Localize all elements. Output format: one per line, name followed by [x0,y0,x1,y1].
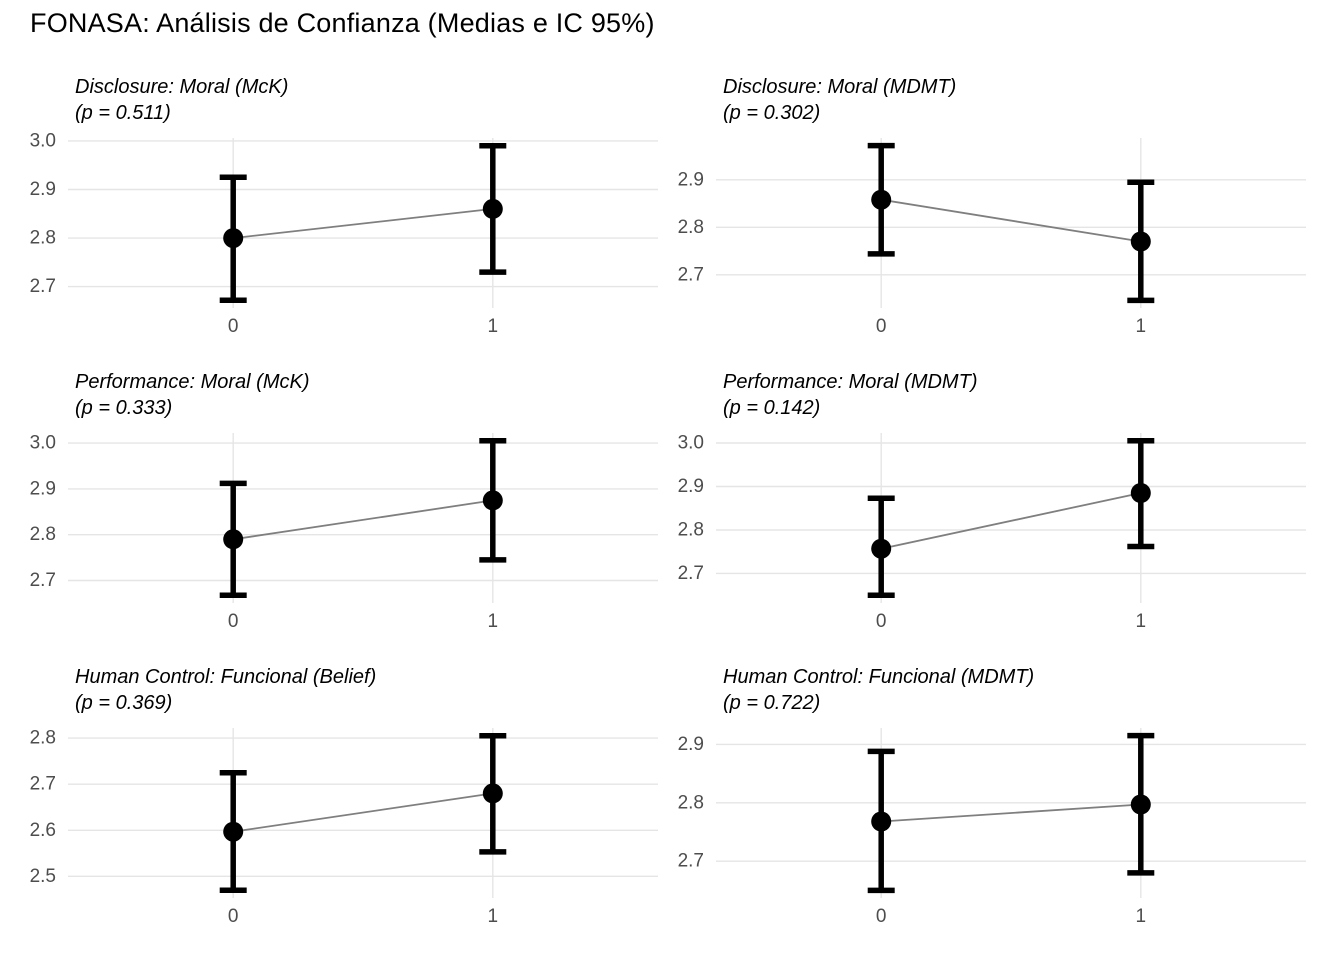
svg-text:3.0: 3.0 [30,433,56,454]
panel-title: Disclosure: Moral (MDMT) [723,76,957,98]
svg-text:0: 0 [876,906,887,927]
svg-text:1: 1 [1136,906,1147,927]
svg-text:2.8: 2.8 [678,792,704,813]
panel-plot: 2.7 2.8 2.9 3.0 0 1 [678,433,1306,632]
svg-text:2.7: 2.7 [678,851,704,872]
panel-p-value: (p = 0.333) [75,397,173,419]
panel-disclosure-mdmt: Disclosure: Moral (MDMT) (p = 0.302) 2.7… [676,60,1324,352]
panel-p-value: (p = 0.511) [75,102,171,124]
panel-title: Human Control: Funcional (Belief) [75,666,377,688]
svg-text:0: 0 [228,906,239,927]
panel-plot: 2.7 2.8 2.9 3.0 0 1 [30,433,658,632]
panel-title: Performance: Moral (MDMT) [723,371,978,393]
svg-text:1: 1 [488,316,499,337]
panel-human-control-belief: Human Control: Funcional (Belief) (p = 0… [28,650,676,942]
svg-text:2.6: 2.6 [30,820,56,841]
panel-p-value: (p = 0.369) [75,692,173,714]
panel-p-value: (p = 0.722) [723,692,821,714]
panel-title: Disclosure: Moral (McK) [75,76,289,98]
svg-text:2.9: 2.9 [678,476,704,497]
svg-text:2.7: 2.7 [678,563,704,584]
svg-text:2.9: 2.9 [678,169,704,190]
svg-text:2.9: 2.9 [30,179,56,200]
svg-text:3.0: 3.0 [30,130,56,151]
svg-text:0: 0 [228,611,239,632]
svg-text:1: 1 [488,611,499,632]
svg-text:2.8: 2.8 [30,728,56,749]
svg-text:3.0: 3.0 [678,433,704,454]
panel-p-value: (p = 0.142) [723,397,821,419]
panel-plot: 2.7 2.8 2.9 0 1 [678,138,1306,337]
chart-main-title: FONASA: Análisis de Confianza (Medias e … [30,8,655,38]
svg-text:1: 1 [1136,611,1147,632]
svg-text:2.7: 2.7 [30,276,56,297]
svg-text:2.7: 2.7 [678,264,704,285]
svg-text:0: 0 [876,316,887,337]
svg-text:2.8: 2.8 [678,520,704,541]
panel-title: Performance: Moral (McK) [75,371,310,393]
panel-plot: 2.7 2.8 2.9 3.0 0 1 [30,130,658,337]
svg-text:2.9: 2.9 [678,734,704,755]
svg-text:2.5: 2.5 [30,866,56,887]
panel-p-value: (p = 0.302) [723,102,821,124]
svg-text:2.8: 2.8 [30,228,56,249]
panel-plot: 2.7 2.8 2.9 0 1 [678,728,1306,927]
svg-text:2.7: 2.7 [30,774,56,795]
svg-text:1: 1 [488,906,499,927]
svg-text:2.8: 2.8 [30,524,56,545]
panel-performance-mdmt: Performance: Moral (MDMT) (p = 0.142) 2.… [676,355,1324,647]
svg-text:1: 1 [1136,316,1147,337]
svg-text:0: 0 [876,611,887,632]
panel-disclosure-mck: Disclosure: Moral (McK) (p = 0.511) 2.7 2… [28,60,676,352]
panel-human-control-mdmt: Human Control: Funcional (MDMT) (p = 0.7… [676,650,1324,942]
svg-text:2.8: 2.8 [678,217,704,238]
svg-text:0: 0 [228,316,239,337]
svg-text:2.7: 2.7 [30,570,56,591]
panel-title: Human Control: Funcional (MDMT) [723,666,1035,688]
panel-plot: 2.5 2.6 2.7 2.8 0 1 [30,728,658,927]
panel-performance-mck: Performance: Moral (McK) (p = 0.333) 2.7… [28,355,676,647]
svg-text:2.9: 2.9 [30,478,56,499]
